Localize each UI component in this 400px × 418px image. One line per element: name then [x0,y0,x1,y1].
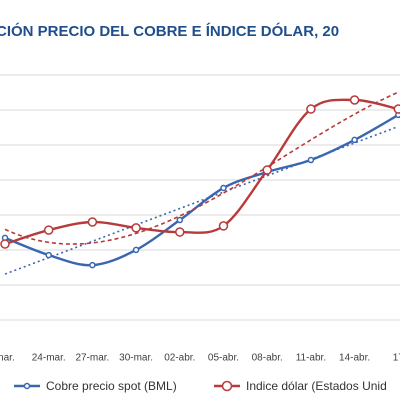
point-marker [87,217,98,227]
point-marker [306,104,316,114]
x-tick-label: 30-mar. [119,353,153,364]
point-marker [45,251,52,259]
point-marker [176,216,184,224]
x-tick-label: 24-mar. [32,353,66,364]
x-tick-label: 14-abr. [339,353,370,364]
legend-marker [23,382,31,390]
chart-title: CIÓN PRECIO DEL COBRE E ÍNDICE DÓLAR, 20 [0,22,339,40]
x-tick-label: 27-mar. [75,353,109,364]
point-marker [307,156,315,164]
point-marker [262,165,272,175]
point-marker [349,95,360,105]
point-marker [89,261,96,269]
trend-line [4,91,399,245]
point-marker [132,246,140,254]
point-marker [220,184,227,192]
point-marker [351,136,358,144]
x-tick-label: 02-abr. [164,353,195,364]
point-marker [131,223,141,233]
point-marker [393,104,400,114]
series-line [4,98,399,246]
x-tick-label: 17 [393,353,400,364]
legend-marker [221,380,233,392]
grid [0,74,400,321]
x-tick-label: 11-abr. [296,353,326,364]
x-tick-label: 08-abr. [252,353,283,364]
point-marker [175,227,185,237]
series-line [4,113,399,267]
point-marker [0,239,10,249]
x-tick-label: 05-abr. [208,353,239,364]
legend-label: Cobre precio spot (BML) [46,379,177,393]
legend-label: Indice dólar (Estados Unid [246,379,387,393]
point-marker [218,221,229,231]
point-marker [43,225,54,235]
x-tick-label: mar. [0,353,15,364]
